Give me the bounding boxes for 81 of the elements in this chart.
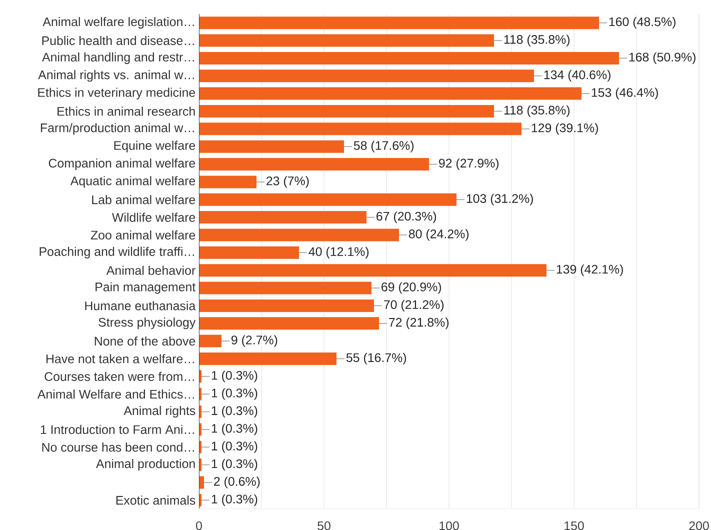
data-label: 23 (7%) (266, 176, 309, 188)
y-tick-label: Exotic animals (116, 496, 196, 505)
data-label: 1 (0.3%) (212, 388, 258, 400)
y-tick-label: Pain management (96, 282, 196, 294)
bar (199, 70, 534, 82)
data-label: 1 (0.3%) (212, 370, 258, 382)
y-tick-label: Ethics in animal research (58, 106, 195, 116)
data-label: 118 (35.8%) (504, 105, 570, 118)
data-label: 139 (42.1%) (556, 264, 623, 276)
y-tick-label: 1 Introduction to Farm Ani… (40, 424, 194, 434)
bar (199, 16, 600, 30)
bar (199, 158, 430, 171)
data-label: 55 (16.7%) (346, 352, 406, 365)
bar (199, 104, 494, 118)
y-tick-label: Animal behavior (106, 266, 196, 275)
bar (199, 34, 494, 47)
y-tick-label: Public health and disease… (42, 36, 194, 46)
data-label: 92 (27.9%) (438, 158, 499, 170)
bar (199, 246, 300, 259)
data-label: 129 (39.1%) (532, 123, 598, 135)
data-label: 40 (12.1%) (308, 246, 369, 258)
y-tick-label: Stress physiology (98, 318, 196, 330)
bar (199, 334, 222, 348)
y-tick-label: Humane euthanasia (85, 301, 196, 310)
bar (199, 211, 367, 224)
bar (199, 264, 547, 277)
data-label: 134 (40.6%) (544, 70, 610, 82)
x-tick-label: 150 (564, 521, 584, 530)
bar (199, 317, 380, 330)
x-tick-label: 50 (318, 521, 330, 530)
y-tick-label: No course has been cond… (42, 442, 194, 452)
bar (199, 176, 257, 188)
data-label: 1 (0.3%) (212, 458, 258, 471)
data-label: 69 (20.9%) (382, 282, 442, 294)
bar (199, 282, 372, 294)
y-tick-label: Animal handling and restr… (42, 52, 194, 64)
y-tick-label: Ethics in veterinary medicine (38, 88, 196, 100)
y-tick-label: Lab animal welfare (92, 195, 196, 204)
data-label: 1 (0.3%) (212, 424, 258, 436)
y-tick-label: Zoo animal welfare (90, 230, 196, 240)
y-tick-label: Have not taken a welfare… (46, 354, 194, 364)
bar (199, 193, 457, 206)
data-label: 168 (50.9%) (629, 52, 696, 64)
x-tick-label: 0 (196, 521, 202, 530)
y-tick-label: None of the above (94, 336, 196, 346)
y-tick-label: Wildlife welfare (112, 212, 196, 222)
x-tick-label: 100 (440, 521, 459, 530)
y-tick-label: Aquatic animal welfare (70, 176, 196, 188)
data-label: 118 (35.8%) (504, 34, 570, 46)
data-label: 1 (0.3%) (212, 441, 258, 453)
y-tick-label: Animal Welfare and Ethics… (37, 390, 194, 399)
y-tick-label: Poaching and wildlife traffi… (40, 246, 194, 258)
y-tick-label: Animal welfare legislation… (42, 17, 194, 29)
data-label: 103 (31.2%) (466, 194, 533, 206)
bar (199, 476, 204, 489)
data-label: 72 (21.8%) (389, 318, 449, 330)
y-tick-label: Companion animal welfare (48, 158, 196, 170)
y-tick-label: Animal production (96, 458, 195, 471)
data-label: 1 (0.3%) (212, 494, 258, 506)
y-tick-label: Equine welfare (114, 140, 196, 152)
data-label: 58 (17.6%) (354, 140, 414, 152)
data-label: 9 (2.7%) (231, 335, 278, 347)
y-tick-label: Courses taken were from… (44, 372, 194, 381)
data-label: 67 (20.3%) (376, 211, 436, 224)
bar (199, 299, 374, 312)
y-tick-label: Animal rights (124, 406, 196, 418)
data-label: 1 (0.3%) (212, 406, 258, 418)
y-tick-label: Farm/production animal w… (40, 123, 194, 135)
data-label: 70 (21.2%) (384, 300, 444, 312)
data-label: 80 (24.2%) (408, 229, 469, 241)
x-tick-label: 200 (689, 521, 709, 530)
data-label: 160 (48.5%) (609, 17, 676, 29)
bar (199, 52, 620, 64)
bar (199, 228, 400, 242)
data-label: 153 (46.4%) (592, 88, 658, 100)
bar (199, 352, 337, 365)
bar (199, 87, 582, 100)
bar (199, 140, 344, 153)
data-label: 2 (0.6%) (214, 476, 260, 488)
bar (199, 122, 522, 136)
y-tick-label: Animal rights vs. animal w… (38, 70, 194, 82)
